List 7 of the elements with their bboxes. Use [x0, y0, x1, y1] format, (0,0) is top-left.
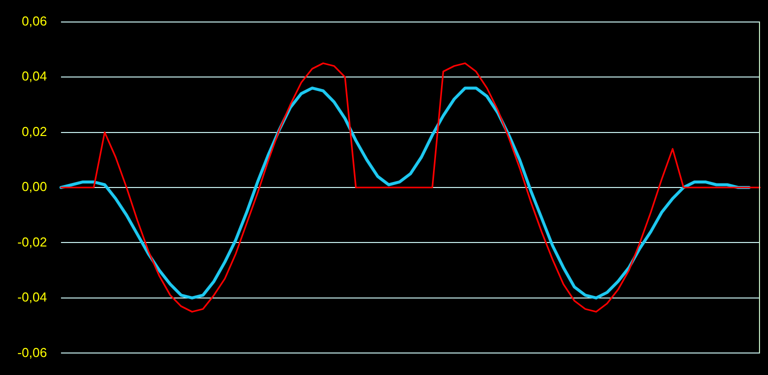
y-tick-label: 0,02 — [22, 124, 47, 139]
y-tick-label: -0,02 — [17, 234, 47, 250]
y-tick-label: -0,04 — [17, 290, 47, 305]
y-tick-label: 0,06 — [22, 13, 47, 28]
y-tick-label: -0,06 — [17, 344, 47, 360]
y-tick-label: 0,00 — [22, 179, 47, 194]
y-tick-label: 0,04 — [22, 68, 47, 84]
